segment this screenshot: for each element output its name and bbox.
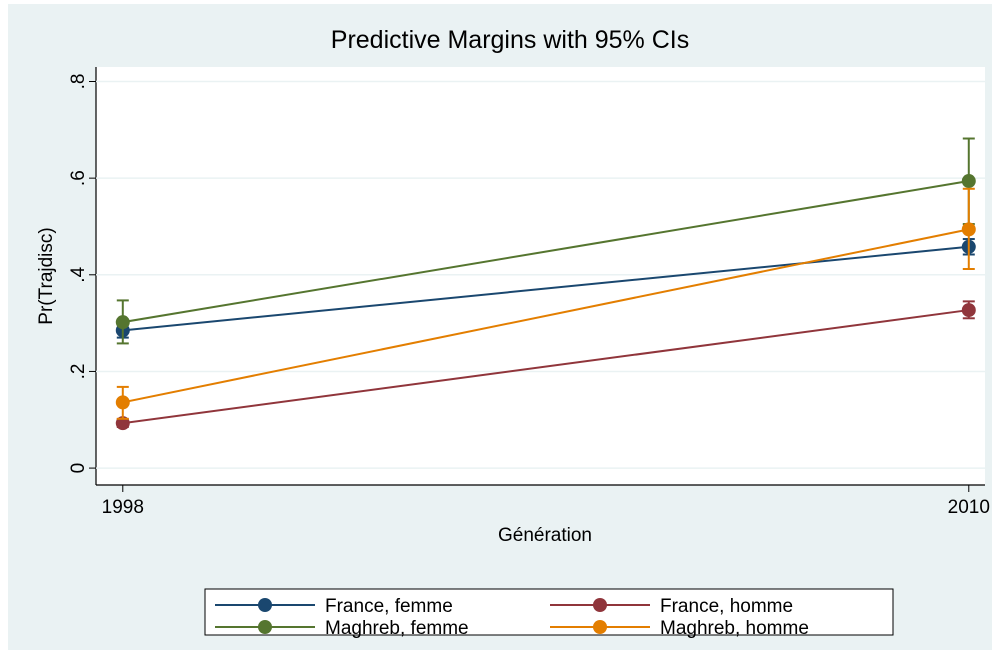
series-line [122, 180, 969, 324]
data-point [115, 395, 130, 410]
legend-label: Maghreb, homme [660, 618, 809, 639]
data-point [961, 303, 976, 318]
y-tick-label: .6 [68, 170, 89, 186]
x-tick-label: 1998 [102, 497, 144, 518]
legend-box [204, 588, 894, 636]
legend-swatch-marker [258, 598, 272, 612]
series-line [122, 245, 969, 332]
y-tick-label: .8 [68, 74, 89, 90]
series-line [122, 309, 969, 425]
x-axis-label: Génération [498, 525, 592, 546]
legend-swatch-marker [593, 620, 607, 634]
plot-area [96, 67, 985, 485]
x-tick-label: 2010 [948, 497, 990, 518]
legend-swatch-marker [258, 620, 272, 634]
chart-title: Predictive Margins with 95% CIs [331, 26, 689, 54]
legend-label: France, homme [660, 596, 793, 617]
data-point [961, 174, 976, 189]
y-tick-label: .2 [68, 364, 89, 380]
series-line [122, 228, 969, 404]
legend-swatch-marker [593, 598, 607, 612]
legend-label: France, femme [325, 596, 453, 617]
data-point [961, 222, 976, 237]
y-tick-label: .4 [68, 266, 89, 282]
legend-label: Maghreb, femme [325, 618, 469, 639]
data-point [115, 315, 130, 330]
y-axis-label: Pr(Trajdisc) [36, 227, 57, 324]
y-tick-label: 0 [68, 463, 89, 474]
